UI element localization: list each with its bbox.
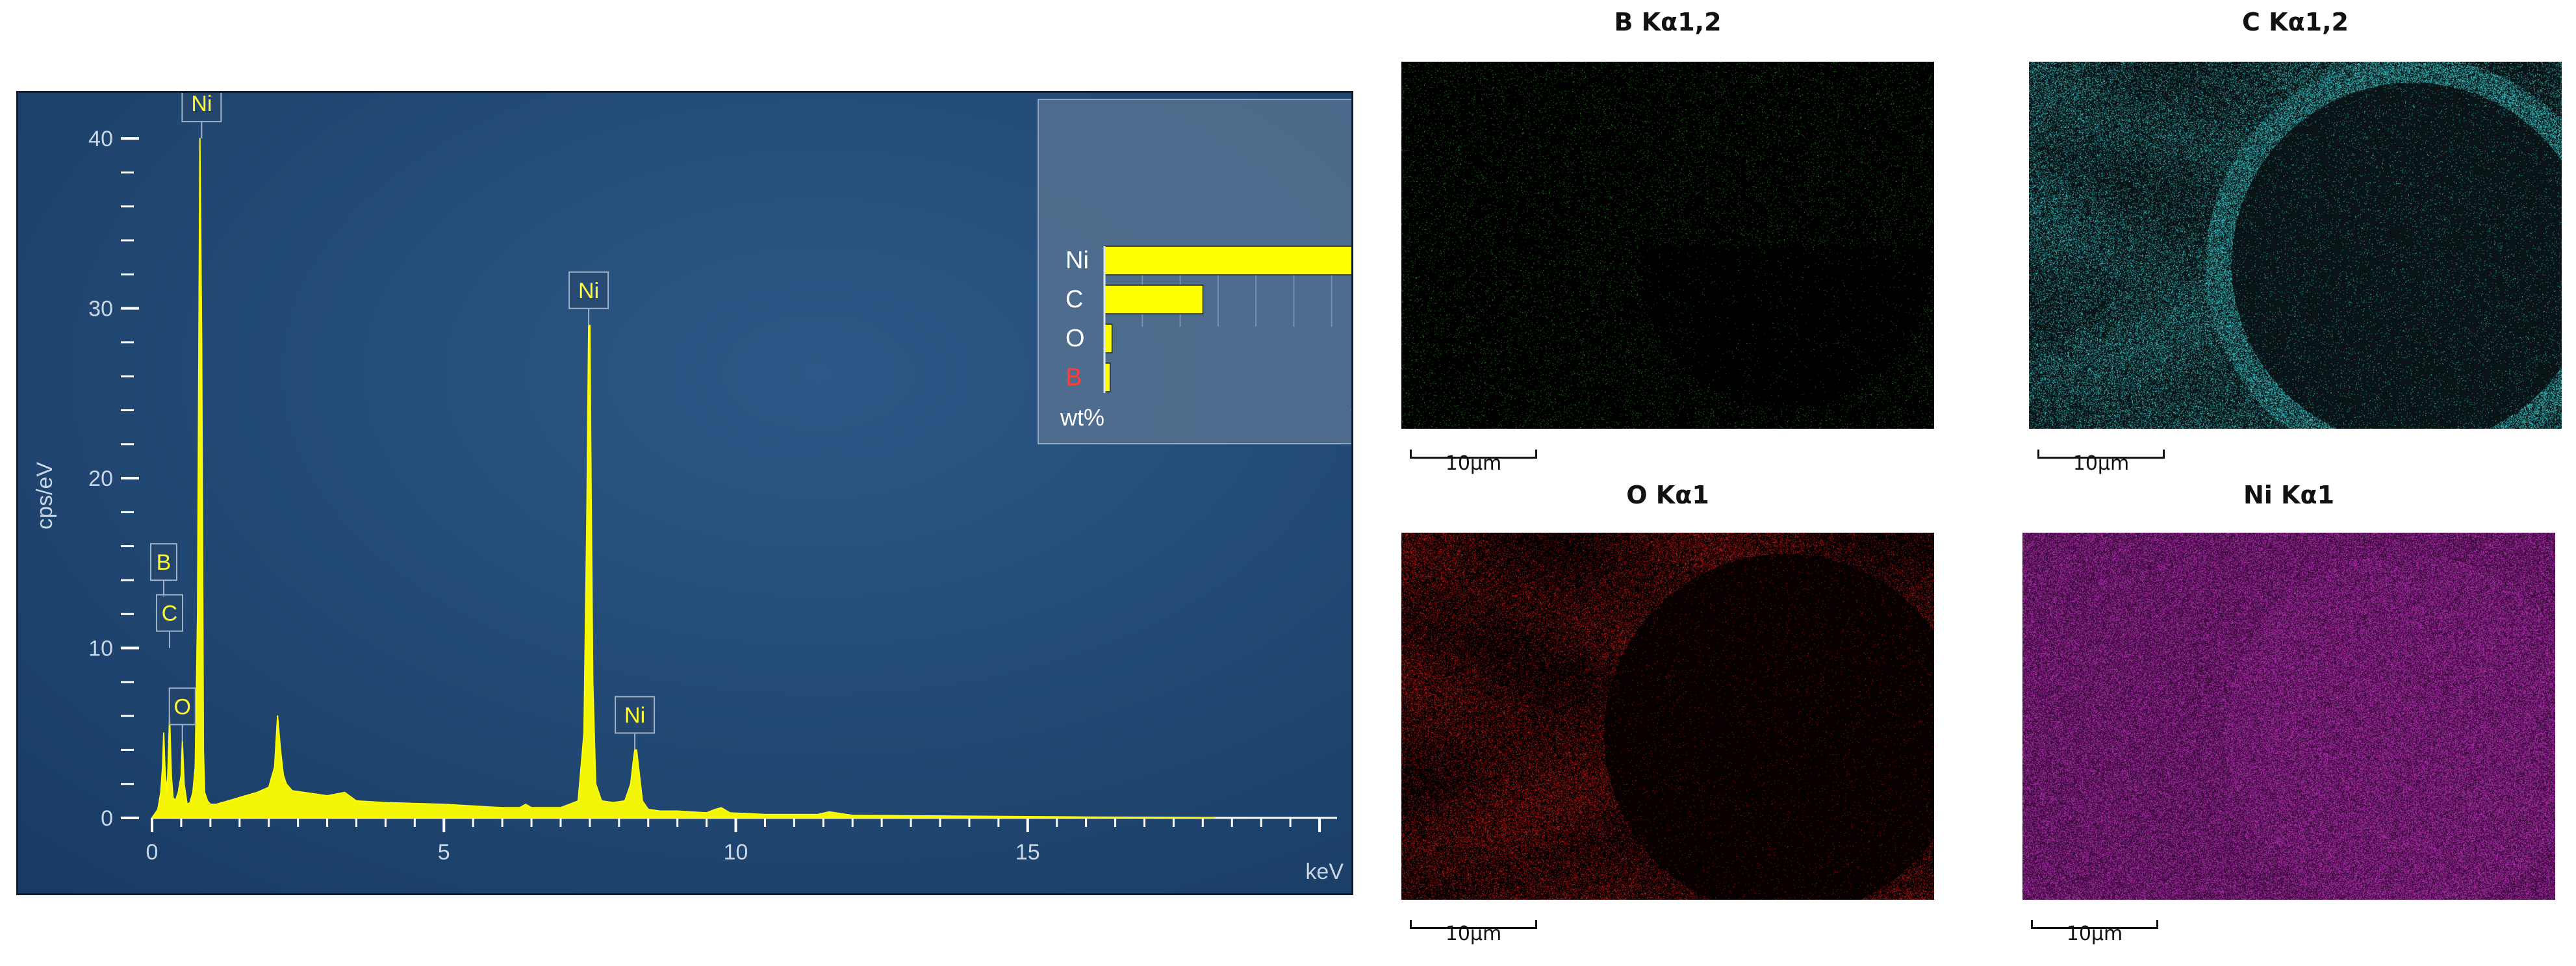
map-image-o <box>1401 533 1934 900</box>
scale-bar-label-b: 10μm <box>1445 452 1502 475</box>
peak-label: Ni <box>615 696 656 750</box>
y-axis-label: cps/eV <box>32 462 57 529</box>
peak-label: C <box>155 594 183 648</box>
peak-label: Ni <box>568 271 609 325</box>
inset-bar <box>1104 324 1113 353</box>
map-title-b: B Kα1,2 <box>1614 8 1722 36</box>
scale-bar-b <box>1410 450 1537 459</box>
svg-text:Ni: Ni <box>191 93 212 116</box>
inset-category-label: O <box>1065 325 1085 352</box>
peak-label: Ni <box>181 93 222 139</box>
x-tick-label: 10 <box>724 840 748 865</box>
y-tick-label: 30 <box>88 297 113 322</box>
inset-bar <box>1104 285 1204 314</box>
map-image-c <box>2029 62 2562 429</box>
scale-bar-label-o: 10μm <box>1445 922 1502 945</box>
svg-text:O: O <box>173 694 190 719</box>
peak-label: B <box>149 543 177 598</box>
svg-text:C: C <box>162 602 178 626</box>
y-tick-label: 0 <box>101 806 113 831</box>
scale-bar-o <box>1410 920 1537 929</box>
peak-label: O <box>168 687 196 742</box>
y-tick-label: 40 <box>88 127 113 151</box>
svg-text:Ni: Ni <box>578 279 599 303</box>
map-title-o: O Kα1 <box>1626 481 1709 509</box>
map-title-ni: Ni Kα1 <box>2243 481 2335 509</box>
map-image-b <box>1401 62 1934 429</box>
y-tick-label: 20 <box>88 466 113 491</box>
svg-text:Ni: Ni <box>624 703 645 728</box>
x-tick-label: 15 <box>1015 840 1040 865</box>
inset-category-label: B <box>1065 364 1082 391</box>
map-image-ni <box>2022 533 2555 900</box>
scale-bar-c <box>2037 450 2165 459</box>
scale-bar-label-ni: 10μm <box>2066 922 2123 945</box>
scale-bar-ni <box>2031 920 2158 929</box>
spectrum-series <box>151 138 1216 819</box>
map-title-c: C Kα1,2 <box>2242 8 2349 36</box>
inset-x-label: wt% <box>1060 404 1104 431</box>
inset-x-max-label: 70 <box>1350 404 1351 431</box>
x-tick-label: 0 <box>146 840 159 865</box>
x-axis-label: keV <box>1305 859 1344 884</box>
inset-category-label: C <box>1065 286 1083 313</box>
svg-text:B: B <box>157 550 172 575</box>
scale-bar-label-c: 10μm <box>2072 452 2130 475</box>
inset-bar <box>1104 246 1351 275</box>
x-tick-label: 5 <box>438 840 450 865</box>
inset-category-label: Ni <box>1065 247 1089 274</box>
y-tick-label: 10 <box>88 637 113 661</box>
